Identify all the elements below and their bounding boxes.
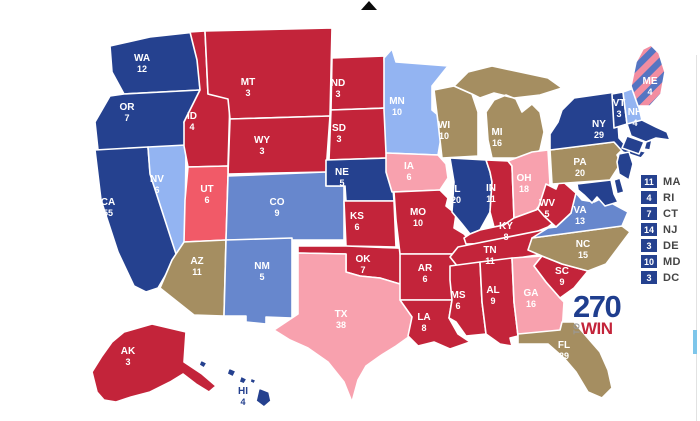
right-edge-divider: [696, 55, 697, 421]
270towin-logo[interactable]: 270 TO WIN: [573, 289, 622, 339]
state-MO[interactable]: [393, 189, 471, 255]
state-NJ[interactable]: [616, 151, 634, 181]
right-edge-artifact: [693, 330, 697, 354]
sidebar-row-MA: 11 MA: [641, 175, 681, 188]
sidebar-votes-box-NJ[interactable]: 14: [641, 223, 657, 236]
state-RI[interactable]: [643, 139, 653, 151]
state-NY[interactable]: [549, 91, 647, 159]
sidebar-state-abbr-CT: CT: [663, 207, 679, 220]
state-ME[interactable]: [630, 44, 666, 107]
sidebar-row-NJ: 14 NJ: [641, 223, 681, 236]
state-UT[interactable]: [183, 165, 229, 243]
state-DE[interactable]: [613, 177, 625, 195]
sidebar-state-abbr-MD: MD: [663, 255, 681, 268]
sidebar-state-abbr-DC: DC: [663, 271, 680, 284]
state-WY[interactable]: [227, 115, 331, 175]
state-IA[interactable]: [385, 152, 449, 193]
state-FL[interactable]: [517, 321, 613, 399]
state-KS[interactable]: [343, 200, 397, 248]
sidebar-state-abbr-NJ: NJ: [663, 223, 678, 236]
state-IL[interactable]: [449, 157, 493, 235]
state-WI[interactable]: [433, 85, 479, 159]
logo-win-text: WIN: [581, 319, 613, 338]
state-HI[interactable]: [198, 359, 272, 408]
state-MN[interactable]: [383, 48, 449, 156]
state-NM[interactable]: [223, 237, 293, 325]
sidebar-votes-box-MA[interactable]: 11: [641, 175, 657, 188]
sidebar-row-DE: 3 DE: [641, 239, 681, 252]
sidebar-state-abbr-DE: DE: [663, 239, 679, 252]
sidebar-votes-box-MD[interactable]: 10: [641, 255, 657, 268]
sidebar-votes-box-CT[interactable]: 7: [641, 207, 657, 220]
state-SD[interactable]: [328, 107, 389, 161]
sidebar-state-abbr-RI: RI: [663, 191, 675, 204]
state-MI[interactable]: [453, 65, 563, 159]
sidebar-votes-box-RI[interactable]: 4: [641, 191, 657, 204]
state-WA[interactable]: [109, 31, 201, 95]
sidebar-row-MD: 10 MD: [641, 255, 681, 268]
sidebar-row-DC: 3 DC: [641, 271, 681, 284]
sidebar-row-RI: 4 RI: [641, 191, 681, 204]
logo-270-text: 270: [573, 289, 622, 324]
state-WV[interactable]: [537, 178, 577, 228]
state-ND[interactable]: [330, 55, 387, 111]
scroll-up-arrow-icon[interactable]: [361, 1, 377, 10]
sidebar-votes-box-DE[interactable]: 3: [641, 239, 657, 252]
state-label-HI: HI 4: [238, 386, 248, 407]
logo-towin-row: TO WIN: [573, 319, 619, 339]
east-coast-states-list: 11 MA 4 RI 7 CT 14 NJ 3 DE 10 MD 3 DC: [641, 175, 681, 284]
sidebar-state-abbr-MA: MA: [663, 175, 681, 188]
state-MD[interactable]: [576, 179, 619, 207]
state-AK[interactable]: [91, 323, 217, 403]
state-MA[interactable]: [626, 119, 671, 143]
sidebar-votes-box-DC[interactable]: 3: [641, 271, 657, 284]
state-CT[interactable]: [621, 135, 645, 155]
sidebar-row-CT: 7 CT: [641, 207, 681, 220]
logo-to-text: TO: [572, 322, 582, 334]
